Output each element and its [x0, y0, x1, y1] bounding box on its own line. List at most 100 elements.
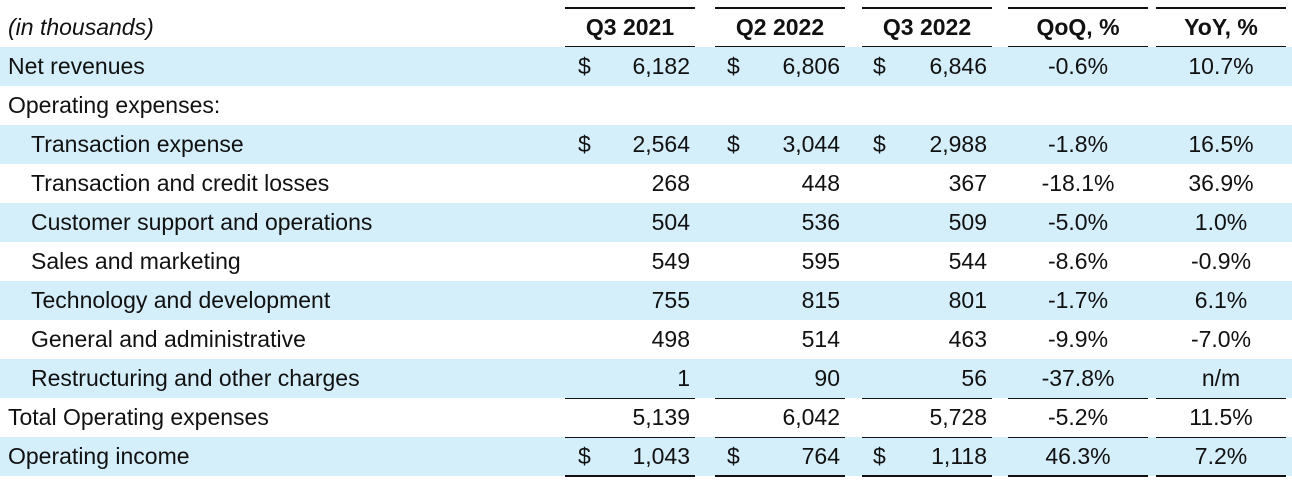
row-label: Net revenues: [8, 53, 145, 79]
value-q3-2022: 509: [948, 209, 987, 235]
row-label: Total Operating expenses: [8, 404, 269, 430]
dollar-sign: $: [578, 443, 591, 469]
total-rule: [565, 437, 695, 438]
value-q3-2021: 498: [651, 326, 690, 352]
dollar-sign: $: [727, 53, 740, 79]
header-top-rule: [715, 7, 845, 9]
header-bottom-rule: [565, 46, 695, 47]
row-label: Customer support and operations: [31, 209, 373, 235]
row-label: Transaction expense: [31, 131, 244, 157]
value-q3-2021: 549: [651, 248, 690, 274]
value-yoy: 16.5%: [1188, 131, 1254, 157]
header-top-rule: [1156, 7, 1286, 9]
dollar-sign: $: [578, 53, 591, 79]
table-row-section-heading: Operating expenses:: [0, 86, 1292, 125]
header-bottom-rule: [862, 46, 992, 47]
value-q3-2021: 755: [651, 287, 690, 313]
value-q2-2022: 6,042: [782, 404, 840, 430]
total-rule: [1156, 437, 1286, 438]
row-label: Transaction and credit losses: [31, 170, 330, 196]
table-row-sales-marketing: Sales and marketing 549 595 544 -8.6% -0…: [0, 242, 1292, 281]
value-yoy: 36.9%: [1188, 170, 1254, 196]
value-q2-2022: 514: [801, 326, 840, 352]
table-row-general-administrative: General and administrative 498 514 463 -…: [0, 320, 1292, 359]
total-rule: [1008, 437, 1148, 438]
value-q3-2022: 6,846: [929, 53, 987, 79]
value-q3-2021: 6,182: [632, 53, 690, 79]
value-q2-2022: 536: [801, 209, 840, 235]
value-q3-2022: 367: [948, 170, 987, 196]
value-qoq: -37.8%: [1041, 365, 1115, 391]
row-label: Operating expenses:: [8, 92, 221, 118]
row-label: Technology and development: [31, 287, 331, 313]
header-bottom-rule: [715, 46, 845, 47]
col-header-qoq: QoQ, %: [1036, 14, 1120, 40]
value-q3-2021: 1,043: [632, 443, 690, 469]
header-top-rule: [1008, 7, 1148, 9]
table-row-restructuring: Restructuring and other charges 1 90 56 …: [0, 359, 1292, 398]
value-q3-2021: 2,564: [632, 131, 690, 157]
final-rule: [862, 475, 992, 477]
dollar-sign: $: [873, 131, 886, 157]
subtotal-rule: [1008, 398, 1148, 399]
final-rule: [1156, 475, 1286, 477]
value-yoy: -7.0%: [1190, 326, 1252, 352]
value-q3-2022: 801: [948, 287, 987, 313]
header-top-rule: [565, 7, 695, 9]
value-yoy: 11.5%: [1189, 404, 1253, 430]
table-row-technology-development: Technology and development 755 815 801 -…: [0, 281, 1292, 320]
value-q2-2022: 3,044: [782, 131, 840, 157]
dollar-sign: $: [727, 131, 740, 157]
header-top-rule: [862, 7, 992, 9]
table-row-total-operating-expenses: Total Operating expenses 5,139 6,042 5,7…: [0, 398, 1292, 437]
col-header-q3-2021: Q3 2021: [585, 14, 675, 40]
value-yoy: 6.1%: [1194, 287, 1248, 313]
col-header-yoy: YoY, %: [1184, 14, 1258, 40]
header-bottom-rule: [1156, 46, 1286, 47]
value-yoy: 7.2%: [1194, 443, 1248, 469]
value-qoq: -1.7%: [1047, 287, 1109, 313]
value-q3-2021: 504: [651, 209, 690, 235]
final-rule: [565, 475, 695, 477]
row-label: Restructuring and other charges: [31, 365, 360, 391]
value-q3-2021: 1: [677, 365, 690, 391]
row-label: General and administrative: [31, 326, 306, 352]
value-q3-2022: 463: [948, 326, 987, 352]
value-qoq: -8.6%: [1047, 248, 1109, 274]
value-q2-2022: 815: [801, 287, 840, 313]
value-qoq: -9.9%: [1047, 326, 1109, 352]
value-q2-2022: 595: [801, 248, 840, 274]
value-qoq: -18.1%: [1041, 170, 1115, 196]
col-header-q2-2022: Q2 2022: [735, 14, 825, 40]
value-q3-2021: 5,139: [632, 404, 690, 430]
value-q3-2022: 1,118: [931, 443, 987, 469]
value-q2-2022: 90: [814, 365, 840, 391]
value-yoy: -0.9%: [1190, 248, 1252, 274]
table-row-net-revenues: Net revenues $ 6,182 $ 6,806 $ 6,846 -0.…: [0, 47, 1292, 86]
table-row-customer-support: Customer support and operations 504 536 …: [0, 203, 1292, 242]
subtotal-rule: [862, 398, 992, 399]
value-q2-2022: 6,806: [782, 53, 840, 79]
subtotal-rule: [1156, 398, 1286, 399]
value-q3-2022: 56: [961, 365, 987, 391]
header-bottom-rule: [1008, 46, 1148, 47]
value-q3-2021: 268: [651, 170, 690, 196]
value-q2-2022: 764: [801, 443, 840, 469]
value-qoq: -5.0%: [1047, 209, 1109, 235]
dollar-sign: $: [578, 131, 591, 157]
value-q3-2022: 5,728: [929, 404, 987, 430]
value-qoq: -1.8%: [1047, 131, 1109, 157]
col-header-q3-2022: Q3 2022: [882, 14, 972, 40]
subtotal-rule: [565, 398, 695, 399]
dollar-sign: $: [727, 443, 740, 469]
dollar-sign: $: [873, 443, 886, 469]
final-rule: [1008, 475, 1148, 477]
total-rule: [715, 437, 845, 438]
value-q3-2022: 544: [948, 248, 987, 274]
value-q3-2022: 2,988: [929, 131, 987, 157]
row-label: Sales and marketing: [31, 248, 241, 274]
value-qoq: -5.2%: [1047, 404, 1109, 430]
final-rule: [715, 475, 845, 477]
unit-label: (in thousands): [8, 14, 154, 40]
